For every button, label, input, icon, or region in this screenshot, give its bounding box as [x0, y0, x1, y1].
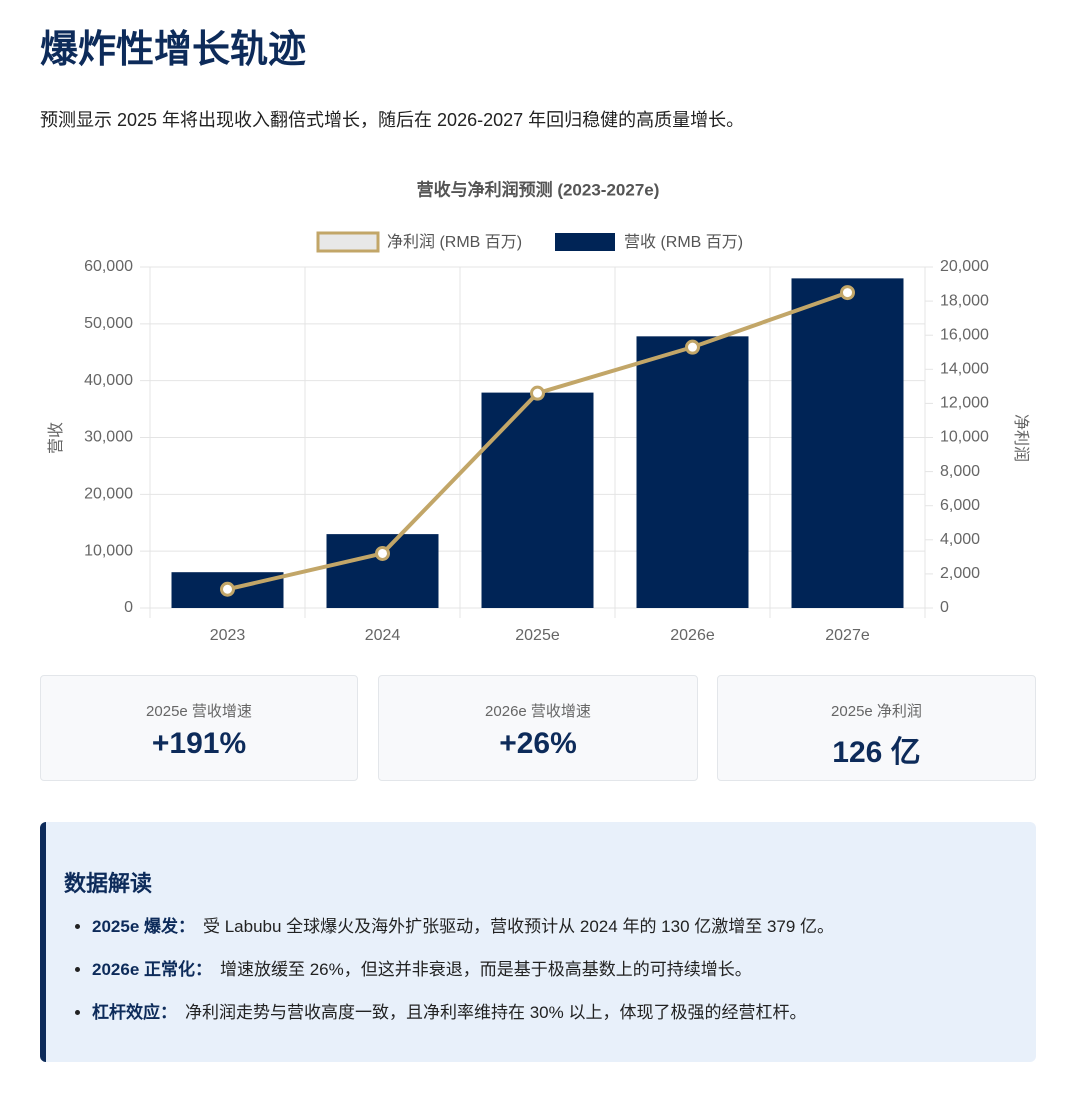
bullet: 杠杆效应： 净利润走势与营收高度一致，且净利率维持在 30% 以上，体现了极强的经…	[92, 998, 1036, 1023]
card-label: 2025e 净利润	[831, 703, 922, 720]
line-point	[220, 581, 235, 597]
stat-card: 2025e 净利润 126 亿	[717, 675, 1036, 781]
y2-axis-title: 净利润	[1012, 414, 1030, 462]
card-value: +191%	[151, 727, 247, 760]
bullet-text: 增速放缓至 26%，但这并非衰退，而是基于极高基数上的可持续增长。	[220, 960, 752, 979]
bullet-text: 受 Labubu 全球爆火及海外扩张驱动，营收预计从 2024 年的 130 亿…	[203, 917, 835, 936]
legend-swatch	[316, 231, 380, 253]
x-tick-label: 2026e	[670, 627, 715, 644]
card-value: +26%	[499, 727, 577, 760]
card-label: 2026e 营收增速	[485, 703, 591, 720]
card-label: 2025e 营收增速	[146, 703, 252, 720]
card-value: 126 亿	[832, 736, 921, 769]
stat-card: 2025e 营收增速 +191%	[40, 675, 358, 781]
legend-label: 营收 (RMB 百万)	[624, 233, 743, 251]
y2-tick-label: 18,000	[940, 292, 989, 309]
y-tick-label: 40,000	[84, 372, 133, 389]
stat-card: 2026e 营收增速 +26%	[378, 675, 698, 781]
y2-tick-label: 12,000	[940, 395, 989, 412]
bar	[636, 336, 749, 608]
y-tick-label: 30,000	[84, 429, 133, 446]
line-point	[840, 285, 855, 301]
y2-tick-label: 14,000	[940, 361, 989, 378]
y-tick-label: 20,000	[84, 486, 133, 503]
bullet-label: 2025e 爆发：	[92, 917, 195, 936]
bullet-label: 杠杆效应：	[92, 1003, 177, 1022]
subtitle: 预测显示 2025 年将出现收入翻倍式增长，随后在 2026-2027 年回归稳…	[40, 110, 745, 130]
bullet-text: 净利润走势与营收高度一致，且净利率维持在 30% 以上，体现了极强的经营杠杆。	[185, 1003, 807, 1022]
y2-tick-label: 10,000	[940, 429, 989, 446]
page-title: 爆炸性增长轨迹	[40, 29, 307, 71]
x-tick-label: 2027e	[825, 627, 870, 644]
legend-swatch	[555, 233, 615, 251]
line-point	[375, 545, 390, 561]
line-point	[530, 385, 545, 401]
x-tick-label: 2025e	[515, 627, 560, 644]
bullet-label: 2026e 正常化：	[92, 960, 212, 979]
x-tick-label: 2024	[365, 627, 401, 644]
y2-tick-label: 20,000	[940, 258, 989, 275]
interpretation: 数据解读 2025e 爆发： 受 Labubu 全球爆火及海外扩张驱动，营收预计从…	[40, 822, 1036, 1062]
y2-tick-label: 4,000	[940, 531, 980, 548]
y2-tick-label: 2,000	[940, 565, 980, 582]
section-title: 数据解读	[64, 871, 153, 896]
x-tick-label: 2023	[210, 627, 246, 644]
y-tick-label: 10,000	[84, 542, 133, 559]
y-tick-label: 60,000	[84, 258, 133, 275]
y2-tick-label: 8,000	[940, 463, 980, 480]
y2-tick-label: 16,000	[940, 326, 989, 343]
chart: 营收与净利润预测 (2023-2027e) 净利润 (RMB 百万) 营收 (RMB…	[47, 179, 1030, 644]
y-tick-label: 0	[124, 599, 133, 616]
y2-tick-label: 0	[940, 599, 949, 616]
bullet: 2025e 爆发： 受 Labubu 全球爆火及海外扩张驱动，营收预计从 2024…	[92, 912, 1036, 937]
line-point	[685, 339, 700, 355]
bar	[326, 534, 439, 608]
bar	[791, 278, 904, 608]
y-axis-title: 营收	[47, 422, 65, 454]
chart-title: 营收与净利润预测 (2023-2027e)	[417, 179, 660, 199]
y2-tick-label: 6,000	[940, 497, 980, 514]
bullet: 2026e 正常化： 增速放缓至 26%，但这并非衰退，而是基于极高基数上的可持续…	[92, 955, 1036, 980]
y-tick-label: 50,000	[84, 315, 133, 332]
bar	[481, 392, 594, 608]
bullet-list: 2025e 爆发： 受 Labubu 全球爆火及海外扩张驱动，营收预计从 2024…	[64, 912, 1036, 1023]
legend-label: 净利润 (RMB 百万)	[387, 233, 522, 251]
